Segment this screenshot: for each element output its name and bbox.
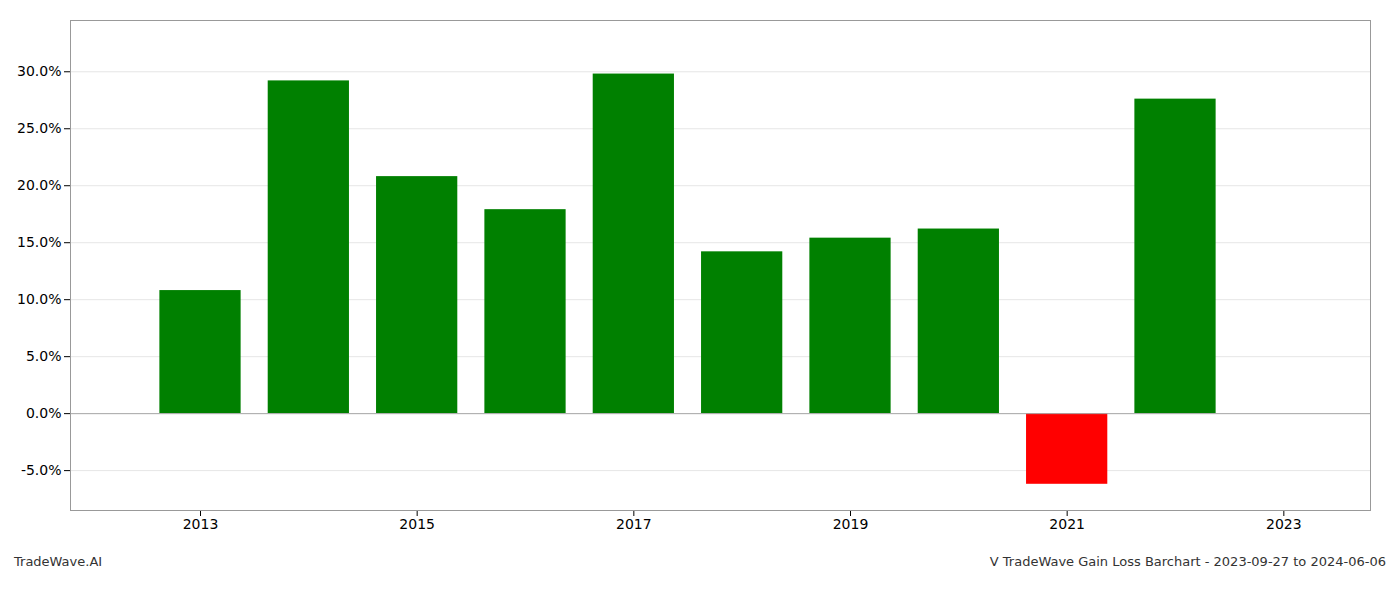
svg-text:2015: 2015 xyxy=(399,516,435,532)
svg-text:2019: 2019 xyxy=(833,516,869,532)
svg-text:15.0%: 15.0% xyxy=(17,234,61,250)
svg-text:2021: 2021 xyxy=(1049,516,1085,532)
html-text:V TradeWave Gain Loss Barchart: V TradeWave Gain Loss Barchart - 2023-09… xyxy=(989,554,1386,569)
svg-text:5.0%: 5.0% xyxy=(26,348,62,364)
svg-text:-5.0%: -5.0% xyxy=(21,462,62,478)
svg-text:2023: 2023 xyxy=(1266,516,1302,532)
svg-text:0.0%: 0.0% xyxy=(26,405,62,421)
svg-text:2013: 2013 xyxy=(183,516,219,532)
svg-text:2017: 2017 xyxy=(616,516,652,532)
svg-text:10.0%: 10.0% xyxy=(17,291,61,307)
html-text:TradeWave.AI: TradeWave.AI xyxy=(14,554,103,569)
svg-text:25.0%: 25.0% xyxy=(17,120,61,136)
svg-text:20.0%: 20.0% xyxy=(17,177,61,193)
svg-text:30.0%: 30.0% xyxy=(17,63,61,79)
